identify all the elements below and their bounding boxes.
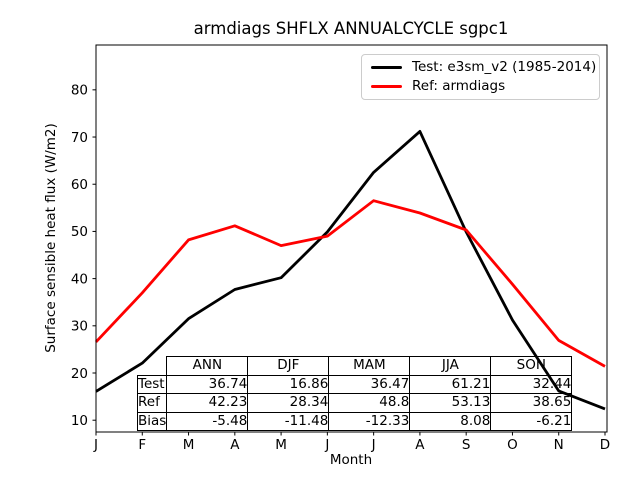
svg-text:30: 30	[71, 319, 88, 335]
svg-text:N: N	[554, 437, 564, 453]
cell-bias-son: -6.21	[490, 411, 573, 432]
stats-col-header-ann: ANN	[166, 356, 249, 376]
svg-text:40: 40	[71, 271, 88, 287]
table-row-test: Test 36.74 16.86 36.47 61.21 32.44	[136, 374, 573, 395]
cell-bias-djf: -11.48	[247, 411, 330, 432]
svg-text:60: 60	[71, 177, 88, 193]
y-axis-label: Surface sensible heat flux (W/m2)	[43, 123, 59, 353]
cell-ref-ann: 42.23	[166, 393, 249, 413]
cell-test-jja: 61.21	[409, 374, 492, 395]
cell-test-son: 32.44	[490, 374, 573, 395]
cell-bias-jja: 8.08	[409, 411, 492, 432]
svg-text:70: 70	[71, 130, 88, 146]
cell-test-ann: 36.74	[166, 374, 249, 395]
cell-ref-jja: 53.13	[409, 393, 492, 413]
legend-label-test: Test: e3sm_v2 (1985-2014)	[412, 59, 597, 75]
test-line-swatch-icon	[371, 66, 402, 70]
table-row-bias: Bias -5.48 -11.48 -12.33 8.08 -6.21	[136, 411, 573, 432]
cell-bias-ann: -5.48	[166, 411, 249, 432]
row-label-bias: Bias	[136, 411, 168, 432]
svg-text:O: O	[507, 437, 518, 453]
legend-item-test: Test: e3sm_v2 (1985-2014)	[371, 59, 599, 75]
row-label-test: Test	[136, 374, 168, 395]
svg-text:J: J	[93, 437, 98, 453]
legend-item-ref: Ref: armdiags	[371, 77, 599, 94]
chart-title: armdiags SHFLX ANNUALCYCLE sgpc1	[193, 19, 509, 38]
table-row-ref: Ref 42.23 28.34 48.8 53.13 38.65	[136, 393, 573, 413]
svg-text:A: A	[230, 437, 240, 453]
svg-text:S: S	[462, 437, 471, 453]
x-axis-label: Month	[329, 452, 373, 468]
stats-col-header-djf: DJF	[247, 356, 330, 376]
legend-label-ref: Ref: armdiags	[412, 77, 506, 94]
legend: Test: e3sm_v2 (1985-2014) Ref: armdiags	[361, 54, 600, 100]
stats-col-header-jja: JJA	[409, 356, 492, 376]
svg-text:A: A	[415, 437, 425, 453]
stats-corner-cell	[138, 357, 167, 376]
stats-table: ANN DJF MAM JJA SON Test 36.74 16.86 36.…	[136, 356, 573, 432]
svg-text:F: F	[138, 437, 146, 453]
svg-text:80: 80	[71, 83, 88, 99]
cell-ref-djf: 28.34	[247, 393, 330, 413]
ref-line-swatch-icon	[371, 84, 402, 88]
svg-text:D: D	[600, 437, 610, 453]
cell-ref-mam: 48.8	[328, 393, 411, 413]
stats-col-header-son: SON	[490, 356, 573, 376]
svg-text:20: 20	[71, 366, 88, 382]
cell-test-mam: 36.47	[328, 374, 411, 395]
cell-ref-son: 38.65	[490, 393, 573, 413]
row-label-ref: Ref	[136, 393, 168, 413]
svg-text:M: M	[275, 437, 287, 453]
svg-text:50: 50	[71, 224, 88, 240]
stats-col-header-mam: MAM	[328, 356, 411, 376]
svg-text:J: J	[371, 437, 376, 453]
svg-text:J: J	[324, 437, 329, 453]
svg-text:10: 10	[71, 413, 88, 429]
cell-bias-mam: -12.33	[328, 411, 411, 432]
cell-test-djf: 16.86	[247, 374, 330, 395]
svg-text:M: M	[183, 437, 195, 453]
stats-header-row: ANN DJF MAM JJA SON	[138, 356, 573, 376]
